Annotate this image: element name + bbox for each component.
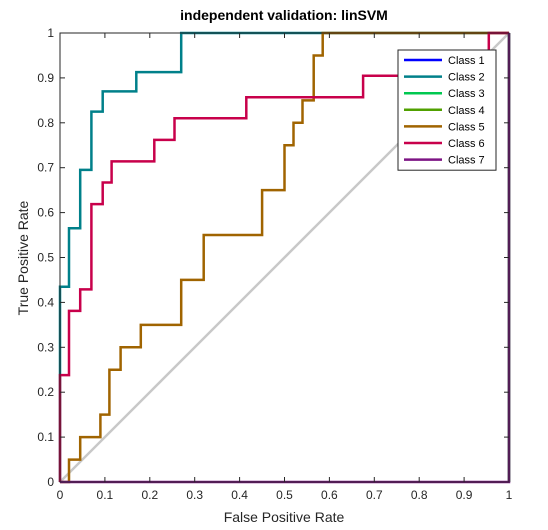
y-axis-label: True Positive Rate [15,200,31,315]
y-tick-label: 0.2 [37,385,54,399]
x-tick-label: 0.2 [141,488,158,502]
y-tick-label: 0.9 [37,71,54,85]
x-tick-label: 0.3 [186,488,203,502]
y-tick-label: 0 [47,475,54,489]
legend-entry: Class 2 [448,72,485,84]
x-tick-label: 0 [57,488,64,502]
legend-entry: Class 6 [448,138,485,150]
legend-entry: Class 4 [448,105,485,117]
x-tick-label: 0.1 [97,488,114,502]
x-tick-label: 0.7 [366,488,383,502]
x-axis-label: False Positive Rate [224,509,345,525]
legend-entry: Class 1 [448,55,485,67]
legend: Class 1 Class 2 Class 3 Class 4 Class 5 Class… [397,49,497,171]
y-tick-label: 0.8 [37,116,54,130]
roc-curve-class-6 [58,31,509,482]
x-tick-label: 0.5 [276,488,293,502]
roc-curve-class-5 [60,31,509,484]
chart-title: independent validation: linSVM [180,7,388,23]
axis-ticks: 0 0.1 0.2 0.3 0.4 0.5 0.6 0.7 0.8 0.9 1 0 0.1 0.2 0.3 0… [37,26,512,502]
y-tick-label: 0.5 [37,251,54,265]
x-tick-label: 0.4 [231,488,248,502]
y-tick-label: 0.3 [37,340,54,354]
roc-curve-class-2 [58,31,509,482]
y-tick-label: 0.4 [37,295,54,309]
legend-entry: Class 3 [448,88,485,100]
legend-entry: Class 7 [448,155,485,167]
y-tick-label: 0.7 [37,161,54,175]
y-tick-label: 0.1 [37,430,54,444]
x-tick-label: 0.9 [456,488,473,502]
x-tick-label: 0.6 [321,488,338,502]
x-tick-label: 1 [506,488,513,502]
y-tick-label: 1 [47,26,54,40]
x-tick-label: 0.8 [411,488,428,502]
y-tick-label: 0.6 [37,206,54,220]
legend-entry: Class 5 [448,121,485,133]
